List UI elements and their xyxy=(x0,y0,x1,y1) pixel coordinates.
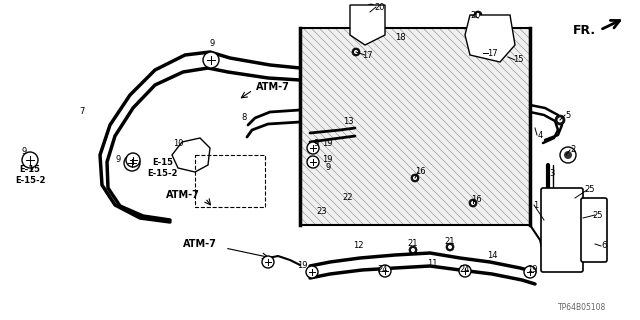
Circle shape xyxy=(126,153,140,167)
Text: 24: 24 xyxy=(378,266,388,275)
Text: 20: 20 xyxy=(375,3,385,12)
Text: 16: 16 xyxy=(470,196,481,204)
Text: 8: 8 xyxy=(241,114,246,123)
Text: E-15
E-15-2: E-15 E-15-2 xyxy=(148,158,179,178)
Text: 17: 17 xyxy=(486,49,497,58)
Text: 6: 6 xyxy=(602,242,607,251)
FancyBboxPatch shape xyxy=(541,188,583,272)
Text: 9: 9 xyxy=(115,156,120,164)
FancyBboxPatch shape xyxy=(581,198,607,262)
Circle shape xyxy=(306,266,318,278)
Circle shape xyxy=(411,174,419,182)
Circle shape xyxy=(379,265,391,277)
Text: 17: 17 xyxy=(362,51,372,60)
Circle shape xyxy=(446,243,454,251)
Text: 19: 19 xyxy=(297,261,307,270)
Circle shape xyxy=(413,176,417,180)
Bar xyxy=(195,155,265,207)
Text: 19: 19 xyxy=(322,139,332,148)
Circle shape xyxy=(307,156,319,168)
Text: 1: 1 xyxy=(533,201,539,210)
Circle shape xyxy=(367,4,375,12)
Text: 20: 20 xyxy=(471,11,481,20)
Text: 15: 15 xyxy=(513,55,524,65)
Text: 9: 9 xyxy=(325,164,331,172)
Text: 14: 14 xyxy=(487,252,497,260)
Text: ATM-7: ATM-7 xyxy=(166,190,200,200)
Bar xyxy=(300,28,530,225)
Text: 16: 16 xyxy=(415,167,426,177)
Circle shape xyxy=(307,142,319,154)
Circle shape xyxy=(478,48,486,56)
Text: 21: 21 xyxy=(445,237,455,246)
Text: 10: 10 xyxy=(173,139,183,148)
Text: 19: 19 xyxy=(322,156,332,164)
Text: 25: 25 xyxy=(585,186,595,195)
Circle shape xyxy=(262,256,274,268)
Circle shape xyxy=(411,248,415,252)
Text: 22: 22 xyxy=(343,194,353,203)
Text: 13: 13 xyxy=(342,117,353,126)
Text: 9: 9 xyxy=(209,38,214,47)
Text: E-15
E-15-2: E-15 E-15-2 xyxy=(15,165,45,185)
Polygon shape xyxy=(350,5,385,45)
Text: TP64B05108: TP64B05108 xyxy=(558,303,606,313)
Polygon shape xyxy=(465,15,515,62)
Text: 24: 24 xyxy=(460,266,470,275)
Text: 21: 21 xyxy=(408,238,419,247)
Circle shape xyxy=(352,48,360,56)
Text: 23: 23 xyxy=(317,207,327,217)
Circle shape xyxy=(564,151,572,159)
Text: 9: 9 xyxy=(314,139,319,148)
Text: 11: 11 xyxy=(427,259,437,268)
Circle shape xyxy=(124,155,140,171)
Text: FR.: FR. xyxy=(573,23,596,36)
Circle shape xyxy=(369,6,373,10)
Circle shape xyxy=(469,199,477,207)
Text: 25: 25 xyxy=(593,211,604,220)
Bar xyxy=(300,28,530,225)
Circle shape xyxy=(22,152,38,168)
Text: 18: 18 xyxy=(395,34,405,43)
Circle shape xyxy=(459,265,471,277)
Polygon shape xyxy=(172,138,210,172)
Circle shape xyxy=(476,13,480,17)
Circle shape xyxy=(354,50,358,54)
Text: 5: 5 xyxy=(565,110,571,119)
Text: 19: 19 xyxy=(527,266,537,275)
Circle shape xyxy=(557,117,563,123)
Text: ATM-7: ATM-7 xyxy=(256,82,290,92)
Circle shape xyxy=(471,201,475,205)
Text: ATM-7: ATM-7 xyxy=(183,239,217,249)
Circle shape xyxy=(555,115,565,125)
Text: 7: 7 xyxy=(79,108,84,116)
Circle shape xyxy=(474,11,482,19)
Circle shape xyxy=(448,245,452,249)
Circle shape xyxy=(203,52,219,68)
Circle shape xyxy=(409,246,417,254)
Text: 12: 12 xyxy=(353,242,364,251)
Text: 9: 9 xyxy=(21,148,27,156)
Circle shape xyxy=(480,50,484,54)
Text: 4: 4 xyxy=(538,131,543,140)
Circle shape xyxy=(524,266,536,278)
Text: 2: 2 xyxy=(570,146,575,155)
Text: 3: 3 xyxy=(549,169,555,178)
